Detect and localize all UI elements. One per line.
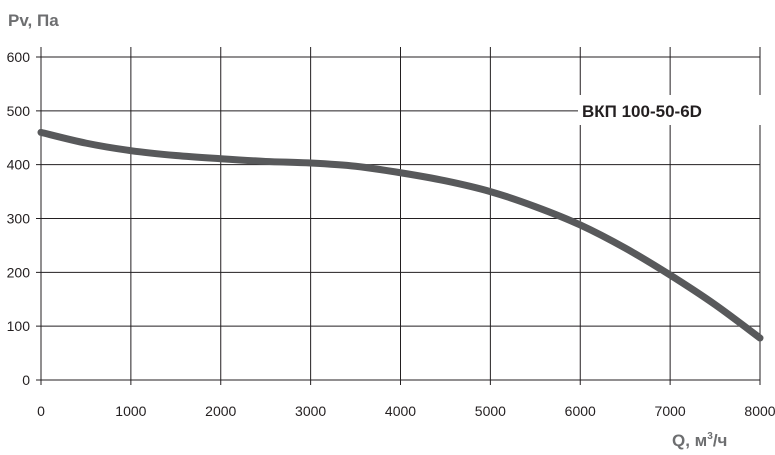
series-label-background bbox=[578, 95, 764, 125]
x-axis-title-main: Q, м bbox=[672, 431, 707, 450]
grid-layer bbox=[36, 47, 761, 385]
x-axis-title-sup: 3 bbox=[707, 431, 713, 442]
x-tick-label: 6000 bbox=[565, 403, 596, 419]
x-tick-label: 7000 bbox=[655, 403, 686, 419]
y-axis-title: Pv, Па bbox=[8, 11, 59, 30]
x-axis-title-tail: /ч bbox=[713, 431, 728, 450]
x-tick-label: 4000 bbox=[385, 403, 416, 419]
y-tick-label: 500 bbox=[7, 103, 31, 119]
y-tick-label: 200 bbox=[7, 264, 31, 280]
y-tick-label: 0 bbox=[22, 372, 30, 388]
x-axis-title: Q, м3/ч bbox=[672, 431, 727, 450]
x-tick-label: 8000 bbox=[744, 403, 775, 419]
y-tick-label: 600 bbox=[7, 49, 31, 65]
series-label: ВКП 100-50-6D bbox=[582, 102, 702, 121]
y-tick-label: 100 bbox=[7, 318, 31, 334]
x-tick-label: 2000 bbox=[205, 403, 236, 419]
x-tick-label: 1000 bbox=[115, 403, 146, 419]
x-tick-label: 0 bbox=[37, 403, 45, 419]
y-tick-label: 400 bbox=[7, 157, 31, 173]
x-tick-label: 3000 bbox=[295, 403, 326, 419]
y-tick-label: 300 bbox=[7, 211, 31, 227]
series-layer bbox=[37, 128, 764, 342]
x-tick-label: 5000 bbox=[475, 403, 506, 419]
